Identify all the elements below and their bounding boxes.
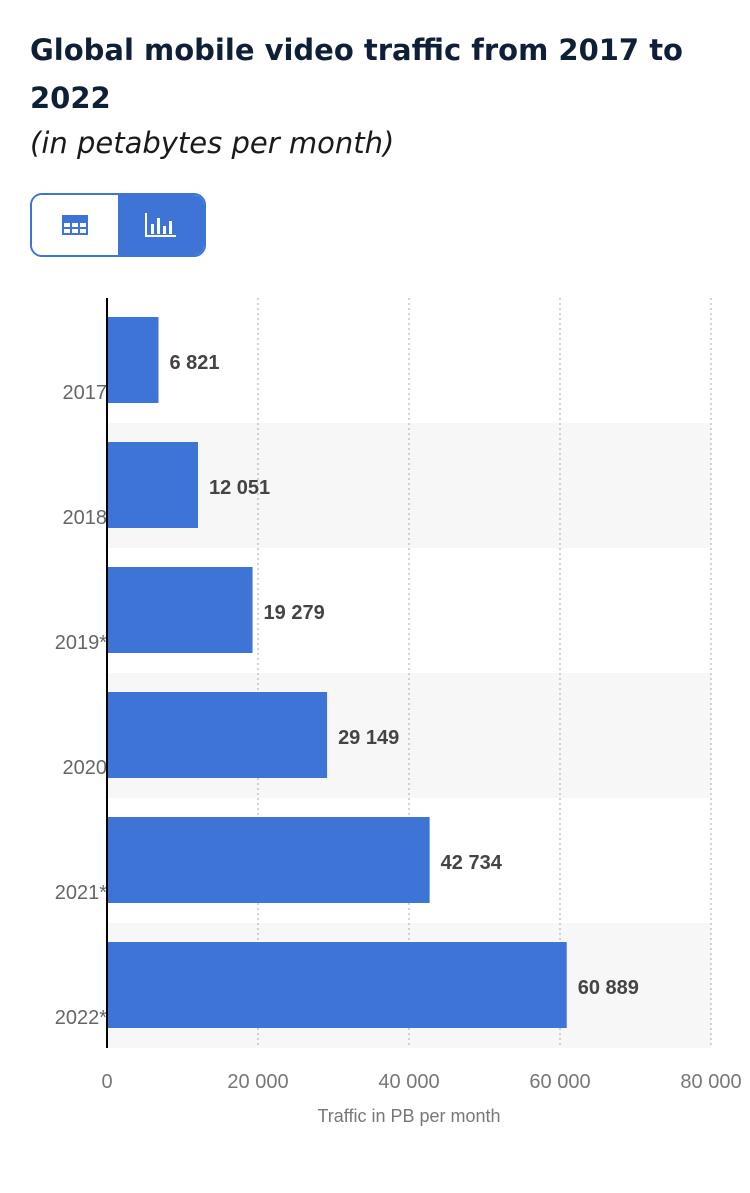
chart-title: Global mobile video traffic from 2017 to…	[30, 33, 683, 115]
bar	[107, 817, 430, 903]
bar	[107, 567, 253, 653]
bar-chart-icon	[145, 213, 176, 237]
category-label: 2019*	[55, 632, 107, 654]
view-toggle	[30, 193, 206, 257]
data-label: 42 734	[441, 852, 503, 874]
category-label: 2021*	[55, 882, 107, 904]
bar	[107, 942, 567, 1028]
x-axis-title: Traffic in PB per month	[317, 1106, 500, 1126]
data-label: 29 149	[338, 727, 399, 749]
category-label: 2020	[63, 757, 108, 779]
data-label: 60 889	[578, 977, 639, 999]
x-tick-label: 0	[101, 1071, 112, 1093]
table-icon	[62, 215, 88, 235]
x-tick-label: 60 000	[529, 1071, 590, 1093]
bar	[107, 317, 159, 403]
chart-view-button[interactable]	[118, 195, 204, 255]
category-label: 2017	[63, 382, 108, 404]
category-label: 2018	[63, 507, 108, 529]
bar	[107, 442, 198, 528]
category-label: 2022*	[55, 1007, 107, 1029]
data-label: 12 051	[209, 477, 270, 499]
x-tick-label: 80 000	[680, 1071, 741, 1093]
table-view-button[interactable]	[32, 195, 118, 255]
x-tick-label: 40 000	[378, 1071, 439, 1093]
bar	[107, 692, 328, 778]
chart-subtitle: (in petabytes per month)	[30, 126, 395, 160]
data-label: 6 821	[169, 352, 219, 374]
x-tick-label: 20 000	[227, 1071, 288, 1093]
data-label: 19 279	[264, 602, 325, 624]
